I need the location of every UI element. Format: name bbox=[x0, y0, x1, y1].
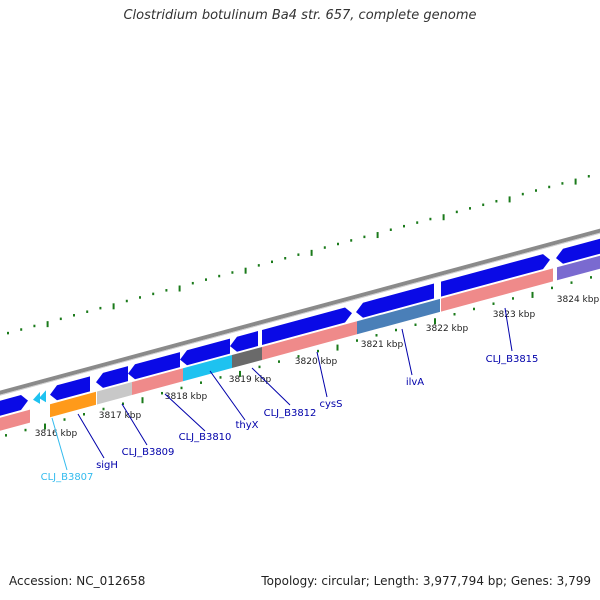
cds-arrow bbox=[262, 307, 352, 345]
gene-block bbox=[132, 368, 183, 396]
cds-arrow bbox=[50, 376, 90, 401]
scale-label: 3820 kbp bbox=[295, 357, 338, 367]
reverse-strand-features bbox=[0, 255, 600, 431]
gene-label-leader bbox=[121, 403, 148, 446]
cds-arrow bbox=[556, 238, 600, 264]
gene-block bbox=[0, 409, 30, 431]
gene-block bbox=[262, 321, 357, 360]
forward-strand-features bbox=[0, 238, 600, 416]
gene-label-leader bbox=[504, 307, 513, 352]
scale-label: 3822 kbp bbox=[426, 324, 469, 334]
chevron-marker bbox=[33, 391, 40, 404]
cds-arrow bbox=[128, 352, 180, 380]
gene-label-leader bbox=[77, 413, 105, 459]
cds-arrow bbox=[96, 366, 128, 388]
gene-label: CLJ_B3809 bbox=[122, 447, 175, 458]
chevron-marker bbox=[39, 390, 46, 403]
cds-arrow bbox=[230, 331, 258, 352]
gene-block bbox=[441, 268, 553, 312]
genome-summary-text: Topology: circular; Length: 3,977,794 bp… bbox=[261, 574, 591, 588]
accession-text: Accession: NC_012658 bbox=[9, 574, 146, 588]
gene-block bbox=[557, 255, 600, 281]
map-title: Clostridium botulinum Ba4 str. 657, comp… bbox=[123, 8, 477, 23]
gene-label: CLJ_B3810 bbox=[179, 432, 232, 443]
scale-label: 3819 kbp bbox=[229, 375, 272, 385]
gene-block bbox=[97, 382, 132, 405]
genome-backbone bbox=[0, 228, 600, 396]
gene-block bbox=[357, 298, 440, 335]
scale-label: 3821 kbp bbox=[361, 340, 404, 350]
gene-label-leader bbox=[164, 393, 206, 432]
gene-label: ilvA bbox=[406, 377, 424, 388]
scale-label: 3823 kbp bbox=[493, 310, 536, 320]
cds-arrow bbox=[0, 395, 28, 416]
backbone-outer-line bbox=[0, 228, 600, 395]
cds-arrow bbox=[441, 254, 550, 297]
outer-tick-ring bbox=[7, 175, 590, 335]
gene-label: CLJ_B3815 bbox=[486, 354, 539, 365]
gene-block bbox=[183, 355, 232, 382]
gene-block bbox=[50, 391, 96, 418]
gene-label: thyX bbox=[235, 420, 258, 431]
gene-label: sigH bbox=[96, 460, 118, 471]
backbone-inner-line bbox=[0, 232, 600, 396]
inner-tick-ring bbox=[5, 276, 592, 437]
scale-label: 3817 kbp bbox=[99, 411, 142, 421]
scale-label: 3824 kbp bbox=[557, 295, 600, 305]
gene-label-leader bbox=[401, 328, 413, 376]
gene-label-leader bbox=[51, 417, 68, 471]
gene-label-leader bbox=[251, 367, 291, 406]
gene-label: CLJ_B3807 bbox=[41, 472, 94, 483]
gene-label: CLJ_B3812 bbox=[264, 408, 317, 419]
gene-label-leader bbox=[316, 351, 328, 398]
gene-block bbox=[232, 346, 262, 369]
scale-label: 3818 kbp bbox=[165, 392, 208, 402]
gene-label-leader bbox=[209, 370, 246, 421]
cds-arrow bbox=[180, 338, 230, 366]
cds-arrow bbox=[356, 283, 434, 318]
gene-label: cysS bbox=[320, 399, 343, 410]
